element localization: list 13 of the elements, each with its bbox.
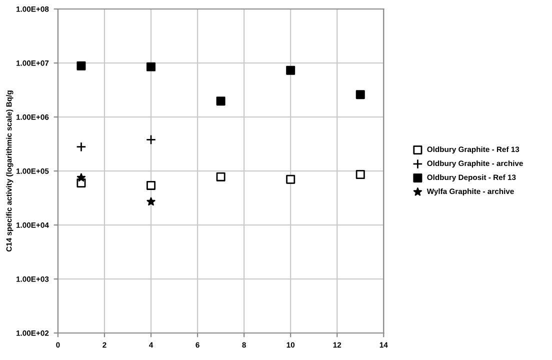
point [286,174,296,184]
point [146,180,156,190]
point [146,197,156,206]
point [216,96,226,106]
point [356,170,365,180]
point [146,134,156,145]
point [146,62,156,72]
point [286,66,296,75]
point [76,173,86,182]
point [356,90,365,100]
point [76,61,86,70]
point [76,142,86,152]
point [216,172,226,182]
